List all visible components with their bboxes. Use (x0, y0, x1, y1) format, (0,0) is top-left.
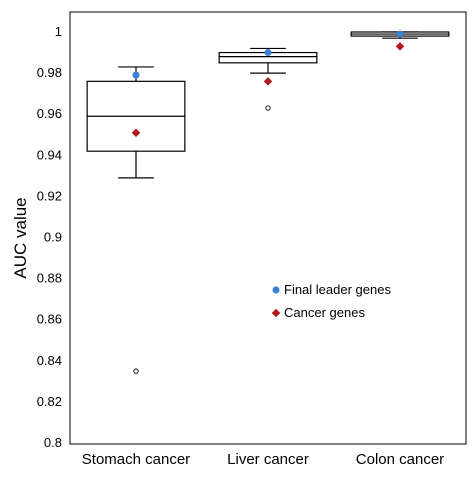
cancer-genes-point (263, 77, 273, 86)
y-axis-ticks: 0.8 0.82 0.84 0.86 0.88 0.9 0.92 0.94 0.96 0.98 1 (37, 24, 62, 450)
final-leader-genes-point (264, 49, 272, 57)
legend: Final leader genes Cancer genes (271, 282, 391, 320)
y-axis-title: AUC value (11, 197, 30, 278)
cancer-genes-point (395, 42, 405, 51)
outlier-point (265, 105, 271, 111)
y-tick-label: 0.82 (37, 394, 62, 409)
y-tick-label: 0.9 (44, 230, 62, 245)
x-category-label: Colon cancer (356, 451, 444, 468)
legend-label-cancer-genes: Cancer genes (284, 305, 365, 320)
outlier-point (133, 368, 139, 374)
legend-label-final-leader-genes: Final leader genes (284, 282, 391, 297)
x-category-label: Stomach cancer (82, 451, 190, 468)
y-tick-label: 0.86 (37, 312, 62, 327)
y-tick-label: 0.84 (37, 353, 62, 368)
x-axis-labels: Stomach cancer Liver cancer Colon cancer (82, 451, 444, 468)
final-leader-genes-point (396, 30, 404, 38)
y-tick-label: 0.96 (37, 106, 62, 121)
x-category-label: Liver cancer (227, 451, 309, 468)
y-tick-label: 1 (55, 24, 62, 39)
y-tick-label: 0.8 (44, 435, 62, 450)
final-leader-genes-point (132, 71, 140, 79)
cancer-genes-point (131, 128, 141, 137)
legend-marker-cancer-genes (271, 308, 281, 318)
plot-frame (69, 11, 467, 445)
y-tick-label: 0.92 (37, 188, 62, 203)
y-tick-label: 0.98 (37, 65, 62, 80)
legend-marker-final-leader-genes (272, 286, 280, 294)
y-tick-label: 0.94 (37, 147, 62, 162)
marker-group (131, 30, 405, 137)
y-tick-label: 0.88 (37, 271, 62, 286)
